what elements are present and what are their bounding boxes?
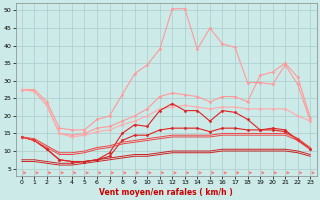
X-axis label: Vent moyen/en rafales ( km/h ): Vent moyen/en rafales ( km/h ) — [99, 188, 233, 197]
